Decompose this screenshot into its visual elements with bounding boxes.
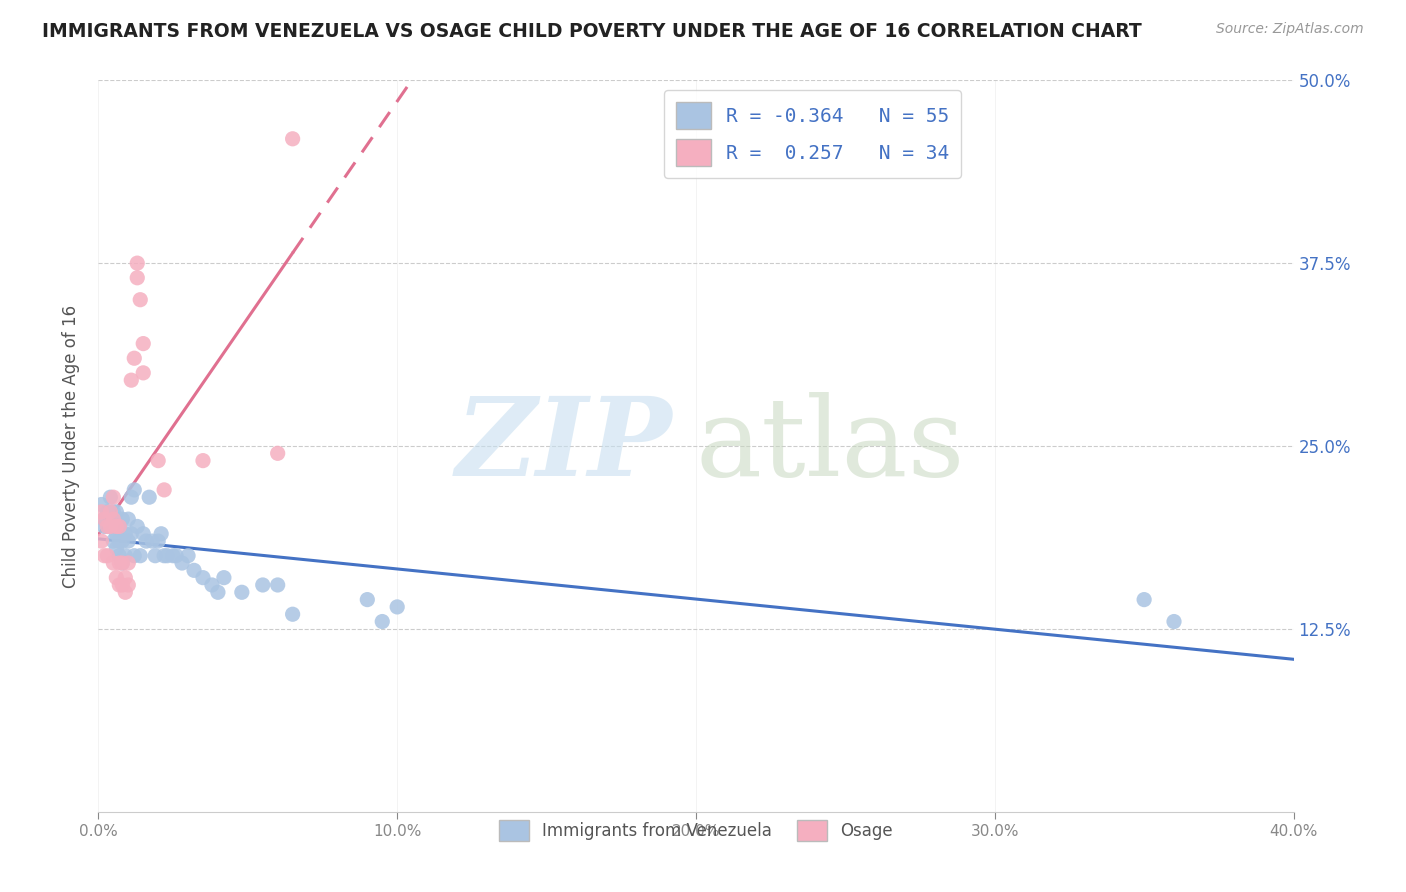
Point — [105, 519, 128, 533]
Point — [90, 498, 112, 512]
Point — [141, 534, 163, 549]
Point — [207, 585, 229, 599]
Point — [281, 132, 304, 146]
Point — [148, 534, 170, 549]
Point — [93, 519, 115, 533]
Point — [111, 556, 134, 570]
Point — [108, 519, 131, 533]
Point — [162, 549, 184, 563]
Text: IMMIGRANTS FROM VENEZUELA VS OSAGE CHILD POVERTY UNDER THE AGE OF 16 CORRELATION: IMMIGRANTS FROM VENEZUELA VS OSAGE CHILD… — [42, 22, 1142, 41]
Point — [117, 578, 139, 592]
Legend: Immigrants from Venezuela, Osage: Immigrants from Venezuela, Osage — [492, 814, 900, 847]
Point — [111, 578, 134, 592]
Point — [281, 607, 304, 622]
Point — [132, 526, 155, 541]
Point — [120, 490, 142, 504]
Point — [103, 556, 125, 570]
Point — [153, 483, 176, 497]
Point — [114, 526, 136, 541]
Point — [165, 549, 187, 563]
Point — [231, 585, 253, 599]
Point — [90, 505, 112, 519]
Point — [96, 519, 118, 533]
Point — [108, 534, 131, 549]
Point — [150, 526, 173, 541]
Point — [132, 336, 155, 351]
Point — [183, 563, 205, 577]
Point — [267, 446, 290, 460]
Point — [105, 505, 128, 519]
Point — [124, 483, 146, 497]
Point — [156, 549, 179, 563]
Point — [1163, 615, 1185, 629]
Point — [127, 519, 149, 533]
Point — [138, 490, 160, 504]
Point — [108, 578, 131, 592]
Point — [191, 571, 214, 585]
Point — [103, 534, 125, 549]
Point — [120, 373, 142, 387]
Point — [98, 519, 122, 533]
Point — [124, 351, 146, 366]
Point — [117, 534, 139, 549]
Point — [96, 549, 118, 563]
Point — [385, 599, 409, 614]
Point — [111, 556, 134, 570]
Point — [108, 556, 131, 570]
Text: Source: ZipAtlas.com: Source: ZipAtlas.com — [1216, 22, 1364, 37]
Point — [98, 512, 122, 526]
Point — [201, 578, 224, 592]
Point — [98, 505, 122, 519]
Point — [212, 571, 235, 585]
Point — [1133, 592, 1156, 607]
Text: ZIP: ZIP — [456, 392, 672, 500]
Point — [356, 592, 378, 607]
Point — [267, 578, 290, 592]
Point — [96, 505, 118, 519]
Point — [120, 526, 142, 541]
Point — [105, 526, 128, 541]
Point — [103, 490, 125, 504]
Point — [252, 578, 274, 592]
Point — [114, 585, 136, 599]
Y-axis label: Child Poverty Under the Age of 16: Child Poverty Under the Age of 16 — [62, 304, 80, 588]
Point — [103, 505, 125, 519]
Point — [135, 534, 157, 549]
Point — [177, 549, 200, 563]
Point — [129, 293, 152, 307]
Point — [191, 453, 214, 467]
Point — [105, 571, 128, 585]
Point — [93, 512, 115, 526]
Point — [114, 571, 136, 585]
Point — [103, 519, 125, 533]
Point — [153, 549, 176, 563]
Point — [127, 256, 149, 270]
Point — [93, 512, 115, 526]
Point — [98, 490, 122, 504]
Point — [172, 556, 194, 570]
Point — [108, 519, 131, 533]
Point — [90, 534, 112, 549]
Point — [114, 549, 136, 563]
Point — [103, 512, 125, 526]
Point — [124, 549, 146, 563]
Point — [117, 512, 139, 526]
Point — [371, 615, 394, 629]
Point — [105, 541, 128, 556]
Point — [93, 549, 115, 563]
Point — [111, 512, 134, 526]
Point — [143, 549, 166, 563]
Point — [127, 270, 149, 285]
Point — [132, 366, 155, 380]
Point — [148, 453, 170, 467]
Point — [111, 534, 134, 549]
Point — [96, 519, 118, 533]
Text: atlas: atlas — [696, 392, 966, 500]
Point — [108, 549, 131, 563]
Point — [117, 556, 139, 570]
Point — [129, 549, 152, 563]
